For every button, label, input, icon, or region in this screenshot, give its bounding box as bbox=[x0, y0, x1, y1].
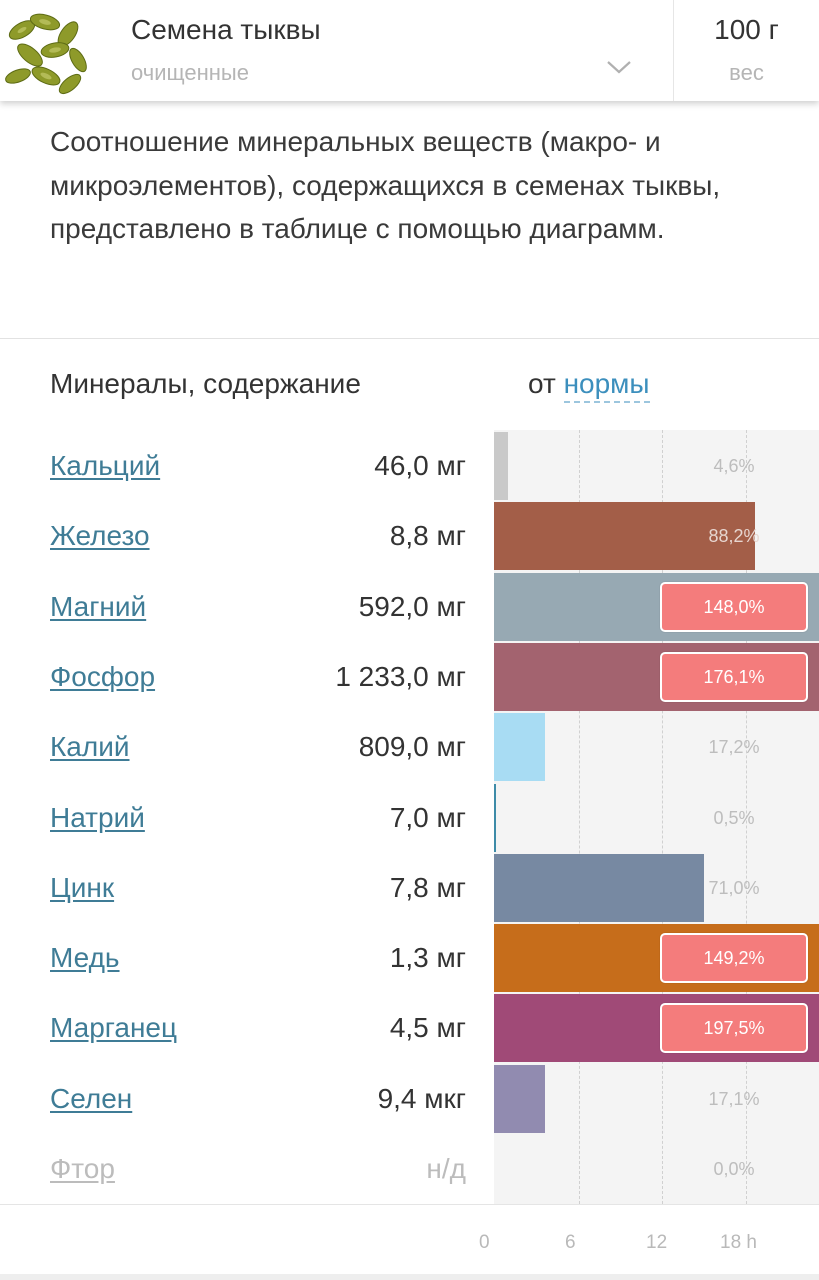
mineral-percent: 176,1% bbox=[660, 651, 808, 702]
product-variant[interactable]: очищенные bbox=[131, 60, 249, 85]
mineral-percent: 149,2% bbox=[660, 933, 808, 984]
axis-tick-label: 0 bbox=[479, 1232, 490, 1253]
bottom-band bbox=[0, 1274, 819, 1280]
mineral-amount: 8,8 мг bbox=[389, 520, 466, 552]
mineral-name[interactable]: Фосфор bbox=[50, 660, 156, 692]
mineral-percent: 17,1% bbox=[708, 1088, 760, 1109]
mineral-bar bbox=[494, 713, 545, 782]
mineral-amount: 7,0 мг bbox=[389, 801, 466, 833]
pumpkin-seeds-photo bbox=[0, 0, 100, 100]
mineral-amount: 7,8 мг bbox=[389, 871, 466, 903]
mineral-bar bbox=[494, 502, 755, 571]
mineral-percent: 0,5% bbox=[713, 807, 755, 828]
product-header: Семена тыквы очищенные 100 г вес bbox=[0, 0, 819, 101]
mineral-amount: 4,5 мг bbox=[389, 1012, 466, 1044]
mineral-percent: 71,0% bbox=[708, 877, 760, 898]
mineral-amount: 9,4 мкг bbox=[377, 1082, 466, 1114]
mineral-amount: 592,0 мг bbox=[358, 590, 466, 622]
mineral-bar bbox=[494, 1064, 545, 1133]
norm-column-title: от нормы bbox=[528, 368, 650, 403]
minerals-column-title: Минералы, содержание bbox=[50, 368, 361, 399]
norm-prefix: от bbox=[528, 368, 556, 399]
mineral-amount: 46,0 мг bbox=[374, 450, 466, 481]
mineral-bar bbox=[494, 432, 508, 500]
mineral-percent: 0,0% bbox=[713, 1159, 755, 1179]
axis-divider bbox=[0, 1204, 819, 1205]
gridline bbox=[662, 430, 663, 1204]
product-thumbnail[interactable] bbox=[0, 0, 100, 100]
weight-label: вес bbox=[729, 60, 764, 85]
mineral-name[interactable]: Цинк bbox=[50, 871, 115, 903]
mineral-amount: 1 233,0 мг bbox=[335, 660, 466, 692]
chevron-down-icon[interactable] bbox=[604, 56, 634, 78]
gridline bbox=[579, 430, 580, 1204]
mineral-name[interactable]: Селен bbox=[50, 1082, 133, 1114]
weight-value[interactable]: 100 г bbox=[714, 14, 779, 45]
description-text: Соотношение минеральных веществ (макро- … bbox=[50, 126, 721, 244]
mineral-percent: 88,2% bbox=[708, 526, 760, 547]
mineral-bar bbox=[494, 783, 496, 852]
mineral-amount: 809,0 мг bbox=[358, 731, 466, 763]
mineral-name[interactable]: Магний bbox=[50, 590, 147, 622]
axis-tick-label: 6 bbox=[565, 1232, 576, 1253]
section-divider bbox=[0, 338, 819, 339]
mineral-percent: 148,0% bbox=[660, 581, 808, 632]
norm-link[interactable]: нормы bbox=[563, 368, 650, 403]
axis-tick-label: 18 h bbox=[720, 1232, 757, 1253]
mineral-name[interactable]: Железо bbox=[50, 520, 150, 552]
product-name[interactable]: Семена тыквы bbox=[131, 14, 321, 45]
mineral-name[interactable]: Марганец bbox=[50, 1012, 178, 1044]
mineral-name[interactable]: Кальций bbox=[50, 450, 161, 481]
mineral-percent: 197,5% bbox=[660, 1003, 808, 1054]
mineral-name[interactable]: Фтор bbox=[50, 1153, 115, 1184]
header-divider bbox=[673, 0, 674, 101]
mineral-name[interactable]: Натрий bbox=[50, 801, 145, 833]
mineral-amount: н/д bbox=[426, 1153, 466, 1184]
mineral-percent: 17,2% bbox=[708, 737, 760, 758]
mineral-name[interactable]: Медь bbox=[50, 942, 120, 974]
axis-tick-label: 12 bbox=[646, 1232, 668, 1253]
gridline bbox=[746, 430, 747, 1204]
mineral-bar bbox=[494, 853, 704, 922]
mineral-name[interactable]: Калий bbox=[50, 731, 130, 763]
mineral-amount: 1,3 мг bbox=[389, 942, 466, 974]
mineral-percent: 4,6% bbox=[713, 456, 755, 476]
